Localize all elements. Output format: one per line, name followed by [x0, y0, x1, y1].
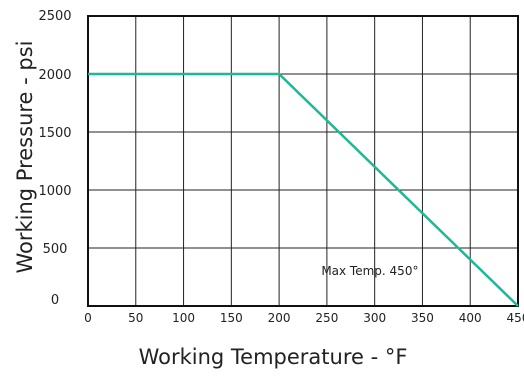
series-line: [88, 72, 519, 307]
x-axis-title: Working Temperature - °F: [139, 345, 408, 369]
y-tick-label: 0: [51, 293, 59, 308]
x-tick-label: 0: [84, 311, 92, 325]
x-tick-label: 100: [172, 311, 195, 325]
x-tick-label: 200: [268, 311, 291, 325]
max-temp-annotation: Max Temp. 450°: [321, 264, 418, 278]
y-tick-labels: 0 500 1000 1500 2000 2500: [38, 9, 71, 308]
x-tick-label: 50: [128, 311, 143, 325]
x-tick-label: 300: [363, 311, 386, 325]
y-tick-label: 2000: [38, 68, 71, 83]
y-tick-label: 500: [43, 242, 68, 257]
x-tick-label: 350: [411, 311, 434, 325]
x-tick-label: 450: [507, 311, 524, 325]
grid-lines: [87, 15, 519, 307]
y-axis-title: Working Pressure - psi: [13, 40, 37, 273]
series-group: [88, 72, 519, 307]
x-tick-label: 400: [459, 311, 482, 325]
x-tick-labels: 0 50 100 150 200 250 300 350 400 450: [84, 311, 524, 325]
y-tick-label: 1000: [38, 184, 71, 199]
x-tick-label: 150: [220, 311, 243, 325]
plot-frame: [87, 15, 519, 307]
y-tick-label: 1500: [38, 126, 71, 141]
x-tick-label: 250: [315, 311, 338, 325]
y-tick-label: 2500: [38, 9, 71, 24]
